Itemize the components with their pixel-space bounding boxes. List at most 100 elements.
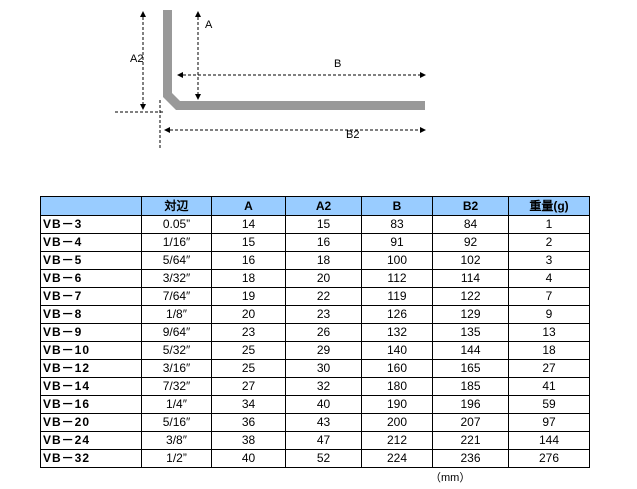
cell: B2 (432, 196, 509, 216)
cell: 1/4″ (141, 395, 212, 414)
cell: 160 (361, 359, 433, 378)
cell: 43 (285, 413, 362, 432)
cell (40, 196, 142, 216)
cell: A2 (285, 196, 362, 216)
cell: 1/2” (141, 449, 212, 468)
cell: 102 (432, 251, 509, 270)
cell: 119 (361, 287, 433, 306)
cell: 207 (432, 413, 509, 432)
cell: 140 (361, 341, 433, 360)
data-row: VB－5 5/64″ 16 18 100 102 3 (40, 251, 590, 270)
cell: 1/16″ (141, 233, 212, 252)
cell: 1 (508, 215, 590, 234)
angle-profile (163, 10, 425, 110)
cell: 212 (361, 431, 433, 450)
cell: 27 (508, 359, 590, 378)
unit-note: （mm） (430, 472, 471, 484)
label-b: B (334, 58, 341, 70)
cell: 重量(g) (508, 196, 590, 216)
cell: 15 (211, 233, 286, 252)
cell: 29 (285, 341, 362, 360)
cell: 129 (432, 305, 509, 324)
cell: 5/16″ (141, 413, 212, 432)
cell: 16 (285, 233, 362, 252)
cell: 3/16″ (141, 359, 212, 378)
cell: 190 (361, 395, 433, 414)
cell: 100 (361, 251, 433, 270)
spec-table: 対辺 A A2 B B2 重量(g) VB－3 0.05” 14 15 83 84 1 VB－4 1/16″… (40, 196, 590, 468)
cell: 40 (211, 449, 286, 468)
cell: 36 (211, 413, 286, 432)
cell: 34 (211, 395, 286, 414)
cell: B (361, 196, 433, 216)
cell: 9/64″ (141, 323, 212, 342)
cell: 97 (508, 413, 590, 432)
cell: 2 (508, 233, 590, 252)
cell: 7 (508, 287, 590, 306)
cell: 18 (508, 341, 590, 360)
cell: 41 (508, 377, 590, 396)
cell: 23 (211, 323, 286, 342)
data-row: VB－8 1/8″ 20 23 126 129 9 (40, 305, 590, 324)
cell: 20 (285, 269, 362, 288)
cell: 224 (361, 449, 433, 468)
cell: 144 (508, 431, 590, 450)
cell: 4 (508, 269, 590, 288)
cell: VB－20 (40, 413, 142, 432)
header-row: 対辺 A A2 B B2 重量(g) (40, 196, 590, 216)
cell: 112 (361, 269, 433, 288)
data-row: VB－4 1/16″ 15 16 91 92 2 (40, 233, 590, 252)
cell: 15 (285, 215, 362, 234)
cell: 16 (211, 251, 286, 270)
cell: 83 (361, 215, 433, 234)
cell: 5/32″ (141, 341, 212, 360)
data-row: VB－14 7/32″ 27 32 180 185 41 (40, 377, 590, 396)
cell: 対辺 (141, 196, 212, 216)
cell: A (211, 196, 286, 216)
dimension-lines (115, 11, 426, 148)
cell: 9 (508, 305, 590, 324)
label-a: A (205, 19, 213, 31)
cell: 126 (361, 305, 433, 324)
cell: 5/64″ (141, 251, 212, 270)
cell: VB－12 (40, 359, 142, 378)
cell: VB－7 (40, 287, 142, 306)
cell: 20 (211, 305, 286, 324)
cell: VB－3 (40, 215, 142, 234)
cell: 23 (285, 305, 362, 324)
cell: 3 (508, 251, 590, 270)
cell: 3/32″ (141, 269, 212, 288)
data-row: VB－3 0.05” 14 15 83 84 1 (40, 215, 590, 234)
cell: 7/32″ (141, 377, 212, 396)
cell: 132 (361, 323, 433, 342)
cell: 144 (432, 341, 509, 360)
cell: 196 (432, 395, 509, 414)
cell: VB－14 (40, 377, 142, 396)
data-row: VB－12 3/16″ 25 30 160 165 27 (40, 359, 590, 378)
cell: VB－24 (40, 431, 142, 450)
cell: 25 (211, 341, 286, 360)
cell: 180 (361, 377, 433, 396)
cell: 19 (211, 287, 286, 306)
cell: VB－6 (40, 269, 142, 288)
label-a2: A2 (130, 53, 143, 65)
cell: 52 (285, 449, 362, 468)
cell: 0.05” (141, 215, 212, 234)
cell: 185 (432, 377, 509, 396)
data-row: VB－16 1/4″ 34 40 190 196 59 (40, 395, 590, 414)
cell: 25 (211, 359, 286, 378)
data-row: VB－32 1/2” 40 52 224 236 276 (40, 449, 590, 468)
cell: VB－10 (40, 341, 142, 360)
cell: 276 (508, 449, 590, 468)
cell: 3/8″ (141, 431, 212, 450)
cell: 165 (432, 359, 509, 378)
cell: 84 (432, 215, 509, 234)
label-b2: B2 (346, 129, 359, 141)
cell: VB－32 (40, 449, 142, 468)
cell: 91 (361, 233, 433, 252)
cell: 18 (211, 269, 286, 288)
cell: 13 (508, 323, 590, 342)
cell: 114 (432, 269, 509, 288)
cell: 59 (508, 395, 590, 414)
